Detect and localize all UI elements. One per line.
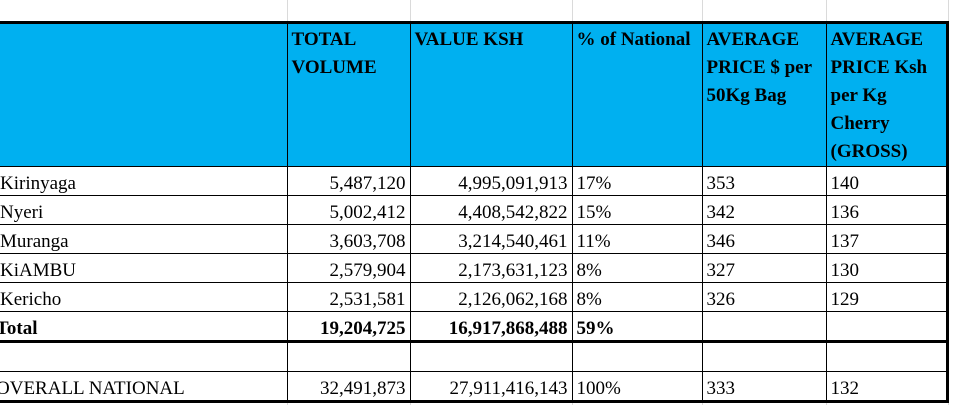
overall-national-row: OVERALL NATIONAL 32,491,873 27,911,416,1… — [0, 371, 949, 403]
table-row: Kericho 2,531,581 2,126,062,168 8% 326 129 — [0, 282, 949, 312]
cell[interactable]: 15% — [571, 195, 703, 225]
cell[interactable]: Nyeri — [0, 195, 288, 225]
cell[interactable]: 2,579,904 — [286, 253, 411, 283]
cell[interactable]: Kericho — [0, 282, 288, 312]
gridline — [948, 0, 949, 405]
cell[interactable]: 4,408,542,822 — [409, 195, 573, 225]
cell[interactable] — [701, 341, 827, 372]
header-row: TOTAL VOLUME VALUE KSH % of National AVE… — [0, 21, 949, 167]
cell[interactable]: 2,126,062,168 — [409, 282, 573, 312]
cell[interactable]: OVERALL NATIONAL — [0, 371, 288, 403]
cell[interactable]: 353 — [701, 166, 827, 196]
cell[interactable] — [286, 341, 411, 372]
cell[interactable] — [0, 341, 288, 372]
cell[interactable]: 8% — [571, 282, 703, 312]
cell[interactable]: 129 — [825, 282, 949, 312]
cell[interactable]: 3,603,708 — [286, 224, 411, 254]
cell[interactable]: 16,917,868,488 — [409, 311, 573, 343]
cell[interactable] — [571, 341, 703, 372]
cell[interactable] — [825, 341, 949, 372]
cell[interactable]: 130 — [825, 253, 949, 283]
cell[interactable]: 346 — [701, 224, 827, 254]
cell[interactable]: 8% — [571, 253, 703, 283]
header-avg-price-usd[interactable]: AVERAGE PRICE $ per 50Kg Bag — [701, 21, 827, 167]
table-row: Kirinyaga 5,487,120 4,995,091,913 17% 353 140 — [0, 166, 949, 196]
cell[interactable]: Muranga — [0, 224, 288, 254]
cell[interactable]: 132 — [825, 371, 949, 403]
cell[interactable] — [701, 311, 827, 343]
coffee-production-table: TOTAL VOLUME VALUE KSH % of National AVE… — [0, 21, 949, 403]
empty-row — [0, 341, 949, 372]
cell[interactable]: 333 — [701, 371, 827, 403]
cell[interactable]: 342 — [701, 195, 827, 225]
table-row: Muranga 3,603,708 3,214,540,461 11% 346 137 — [0, 224, 949, 254]
cell[interactable]: Kirinyaga — [0, 166, 288, 196]
cell[interactable]: 59% — [571, 311, 703, 343]
cell[interactable]: 2,531,581 — [286, 282, 411, 312]
cell[interactable]: 27,911,416,143 — [409, 371, 573, 403]
cell[interactable]: 136 — [825, 195, 949, 225]
cell[interactable]: 4,995,091,913 — [409, 166, 573, 196]
table-row: KiAMBU 2,579,904 2,173,631,123 8% 327 130 — [0, 253, 949, 283]
cell[interactable]: 11% — [571, 224, 703, 254]
cell[interactable]: KiAMBU — [0, 253, 288, 283]
header-value-ksh[interactable]: VALUE KSH — [409, 21, 573, 167]
cell[interactable]: 3,214,540,461 — [409, 224, 573, 254]
header-county[interactable] — [0, 21, 288, 167]
cell[interactable]: 326 — [701, 282, 827, 312]
cell[interactable] — [825, 311, 949, 343]
total-row: Total 19,204,725 16,917,868,488 59% — [0, 311, 949, 343]
cell[interactable]: 5,487,120 — [286, 166, 411, 196]
cell[interactable]: 5,002,412 — [286, 195, 411, 225]
header-avg-price-ksh[interactable]: AVERAGE PRICE Ksh per Kg Cherry (GROSS) — [825, 21, 949, 167]
header-pct-national[interactable]: % of National — [571, 21, 703, 167]
cell[interactable] — [409, 341, 573, 372]
cell[interactable]: 2,173,631,123 — [409, 253, 573, 283]
cell[interactable]: 19,204,725 — [286, 311, 411, 343]
cell[interactable]: 17% — [571, 166, 703, 196]
cell[interactable]: 140 — [825, 166, 949, 196]
cell[interactable]: 137 — [825, 224, 949, 254]
header-total-volume[interactable]: TOTAL VOLUME — [286, 21, 411, 167]
cell[interactable]: 327 — [701, 253, 827, 283]
cell[interactable]: 32,491,873 — [286, 371, 411, 403]
cell[interactable]: 100% — [571, 371, 703, 403]
cell[interactable]: Total — [0, 311, 288, 343]
table-row: Nyeri 5,002,412 4,408,542,822 15% 342 136 — [0, 195, 949, 225]
